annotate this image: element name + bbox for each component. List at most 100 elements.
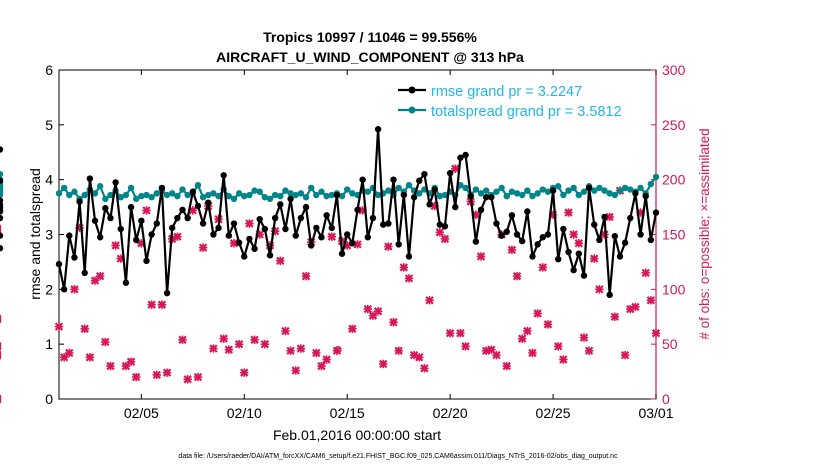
- rmse-point: [127, 203, 135, 211]
- totalspread-point: [153, 190, 160, 197]
- rmse-point: [354, 206, 361, 214]
- totalspread-point: [163, 191, 171, 199]
- rmse-point: [498, 232, 505, 239]
- rmse-point: [390, 176, 397, 183]
- rmse-point: [457, 154, 464, 161]
- obs-assimilated-point: [476, 252, 486, 261]
- totalspread-point: [544, 188, 552, 195]
- totalspread-point: [0, 170, 4, 178]
- legend-rmse-label: rmse grand pr = 3.2247: [431, 84, 582, 100]
- totalspread-point: [179, 186, 186, 193]
- data-file-footer: data file: /Users/raeder/DAI/ATM_forcXX/…: [178, 453, 618, 460]
- rmse-point: [508, 212, 516, 219]
- rmse-point: [205, 199, 212, 206]
- obs-assimilated-point: [394, 346, 403, 355]
- rmse-point: [76, 198, 83, 205]
- obs-assimilated-point: [492, 350, 501, 360]
- obs-assimilated-point: [533, 309, 542, 318]
- obs-assimilated-point: [584, 346, 594, 355]
- rmse-point: [148, 231, 155, 238]
- totalspread-point: [230, 195, 238, 203]
- obs-assimilated-point: [106, 361, 115, 371]
- totalspread-point: [596, 184, 603, 192]
- obs-assimilated-point: [451, 164, 460, 173]
- x-axis: 02/05 02/10 02/15 02/20 02/25 03/01: [124, 70, 674, 421]
- rmse-point: [174, 214, 181, 222]
- rmse-point: [524, 208, 531, 215]
- rmse-point: [210, 231, 217, 238]
- rmse-point: [0, 245, 4, 252]
- rmse-point: [318, 234, 325, 241]
- right-tick-label: 0: [662, 391, 670, 407]
- obs-assimilated-point: [528, 348, 537, 358]
- obs-assimilated-point: [157, 300, 167, 309]
- right-tick-label: 50: [662, 336, 678, 352]
- obs-assimilated-point: [379, 359, 388, 369]
- rmse-point: [416, 177, 423, 184]
- rmse-series: [0, 126, 660, 299]
- totalspread-point: [148, 194, 155, 201]
- left-tick-label: 0: [45, 391, 53, 407]
- totalspread-point: [256, 188, 263, 195]
- legend: rmse grand pr = 3.2247 totalspread grand…: [398, 84, 622, 120]
- totalspread-point: [225, 192, 233, 200]
- obs-assimilated-point: [111, 241, 120, 250]
- obs-assimilated-point: [523, 326, 532, 336]
- obs-assimilated-point: [404, 274, 414, 283]
- obs-assimilated-point: [183, 375, 192, 384]
- obs-assimilated-point: [80, 324, 89, 334]
- rmse-point: [513, 231, 521, 238]
- obs-assimilated-point: [286, 346, 295, 355]
- rmse-point: [0, 214, 4, 222]
- obs-assimilated-point: [517, 334, 527, 343]
- rmse-point: [426, 201, 433, 208]
- rmse-point: [179, 206, 186, 214]
- obs-assimilated-point: [507, 245, 517, 255]
- rmse-point: [91, 217, 99, 224]
- totalspread-point: [416, 190, 423, 197]
- obs-assimilated-point: [317, 361, 326, 371]
- totalspread-point: [477, 190, 485, 197]
- obs-assimilated-point: [512, 271, 522, 281]
- rmse-point: [122, 279, 130, 286]
- totalspread-point: [591, 187, 598, 194]
- totalspread-point: [436, 192, 444, 200]
- rmse-point: [493, 220, 500, 227]
- obs-assimilated-point: [641, 268, 650, 278]
- obs-assimilated-point: [245, 219, 254, 228]
- totalspread-point: [0, 183, 4, 190]
- obs-assimilated-point: [543, 320, 553, 329]
- totalspread-point: [498, 184, 505, 192]
- rmse-point: [261, 225, 269, 233]
- totalspread-point: [621, 184, 629, 192]
- rmse-point: [632, 190, 639, 197]
- totalspread-point: [508, 188, 516, 195]
- totalspread-point: [405, 181, 413, 189]
- rmse-point: [488, 194, 495, 201]
- totalspread-point: [66, 191, 73, 199]
- rmse-point: [611, 232, 619, 240]
- totalspread-point: [271, 191, 279, 199]
- rmse-point: [462, 151, 469, 159]
- rmse-point: [333, 191, 341, 199]
- obs-assimilated-point: [574, 239, 584, 248]
- rmse-point: [637, 231, 644, 238]
- rmse-point: [400, 191, 408, 199]
- obs-assimilated-point: [312, 348, 321, 358]
- totalspread-point: [493, 188, 500, 195]
- rmse-point: [102, 204, 109, 212]
- totalspread-point: [647, 180, 655, 188]
- totalspread-point: [215, 192, 222, 200]
- totalspread-point: [138, 192, 145, 200]
- totalspread-point: [174, 192, 181, 200]
- totalspread-point: [565, 187, 572, 194]
- right-tick-label: 150: [662, 227, 686, 243]
- totalspread-point: [601, 187, 608, 194]
- left-tick-label: 3: [45, 227, 53, 243]
- rmse-point: [555, 255, 562, 263]
- obs-assimilated-point: [554, 342, 563, 351]
- legend-spread-marker: [408, 106, 416, 114]
- rmse-point: [282, 225, 289, 233]
- totalspread-point: [482, 187, 490, 194]
- x-tick-label: 02/25: [536, 405, 571, 421]
